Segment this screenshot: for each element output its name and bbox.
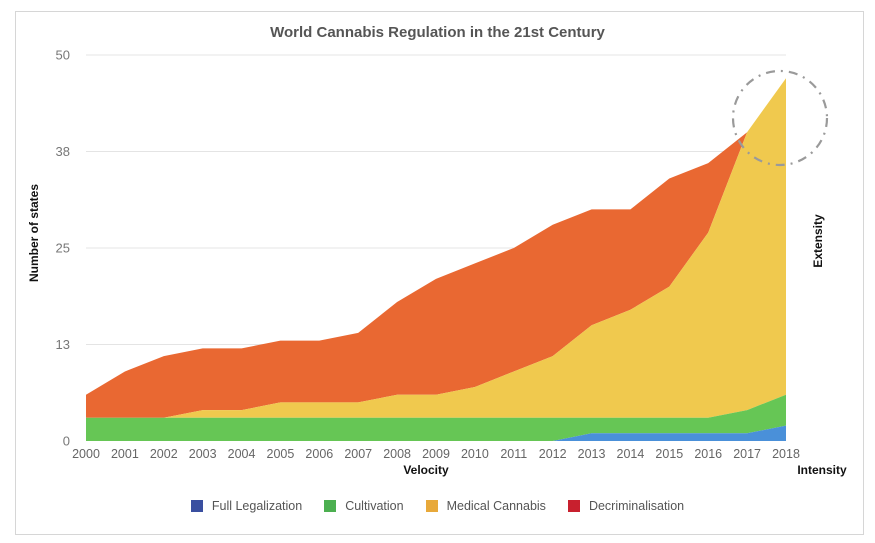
y-axis-ticks: 0 13 25 38 50 xyxy=(56,48,70,449)
right-axis-label: Extensity xyxy=(811,214,825,268)
x-axis-label: Velocity xyxy=(403,463,449,477)
y-tick-label: 50 xyxy=(56,48,70,63)
area-layers xyxy=(86,78,786,441)
legend-label: Cultivation xyxy=(345,499,404,513)
x-tick-label: 2001 xyxy=(111,447,139,461)
legend-item-cultivation[interactable]: Cultivation xyxy=(324,499,404,513)
x-tick-label: 2012 xyxy=(539,447,567,461)
x-tick-label: 2011 xyxy=(500,447,527,461)
y-tick-label: 13 xyxy=(56,337,70,352)
x-tick-label: 2002 xyxy=(150,447,178,461)
legend-item-decriminalisation[interactable]: Decriminalisation xyxy=(567,499,685,513)
corner-axis-label: Intensity xyxy=(797,463,847,477)
area-medical-cannabis xyxy=(86,78,786,418)
legend: Full Legalization Cultivation Medical Ca… xyxy=(0,499,875,513)
legend-item-medical-cannabis[interactable]: Medical Cannabis xyxy=(425,499,546,513)
x-tick-label: 2006 xyxy=(305,447,333,461)
legend-swatch xyxy=(567,500,580,512)
x-tick-label: 2010 xyxy=(461,447,489,461)
x-tick-label: 2000 xyxy=(72,447,100,461)
y-tick-label: 25 xyxy=(56,241,70,256)
x-tick-label: 2009 xyxy=(422,447,450,461)
x-axis-ticks: 2000 2001 2002 2003 2004 2005 2006 2007 2008 2009… xyxy=(72,447,800,461)
highlight-circle-annotation xyxy=(731,69,829,167)
legend-swatch xyxy=(324,500,337,512)
legend-swatch xyxy=(425,500,438,512)
x-tick-label: 2003 xyxy=(189,447,217,461)
legend-item-full-legalization[interactable]: Full Legalization xyxy=(190,499,303,513)
area-full-legalization xyxy=(86,425,786,441)
area-cultivation xyxy=(86,394,786,441)
x-tick-label: 2007 xyxy=(344,447,372,461)
y-tick-label: 38 xyxy=(56,144,70,159)
area-decriminalisation xyxy=(86,78,786,418)
x-tick-label: 2014 xyxy=(617,447,645,461)
legend-label: Medical Cannabis xyxy=(446,499,546,513)
x-tick-label: 2005 xyxy=(267,447,295,461)
x-tick-label: 2017 xyxy=(733,447,761,461)
x-tick-label: 2016 xyxy=(694,447,722,461)
y-axis-label: Number of states xyxy=(27,184,41,282)
x-tick-label: 2004 xyxy=(228,447,256,461)
x-tick-label: 2013 xyxy=(578,447,606,461)
y-tick-label: 0 xyxy=(63,434,70,449)
x-tick-label: 2008 xyxy=(383,447,411,461)
chart-title: World Cannabis Regulation in the 21st Ce… xyxy=(270,24,605,41)
x-tick-label: 2015 xyxy=(655,447,683,461)
legend-label: Full Legalization xyxy=(211,499,303,513)
x-tick-label: 2018 xyxy=(772,447,800,461)
legend-label: Decriminalisation xyxy=(588,499,685,513)
legend-swatch xyxy=(190,500,203,512)
